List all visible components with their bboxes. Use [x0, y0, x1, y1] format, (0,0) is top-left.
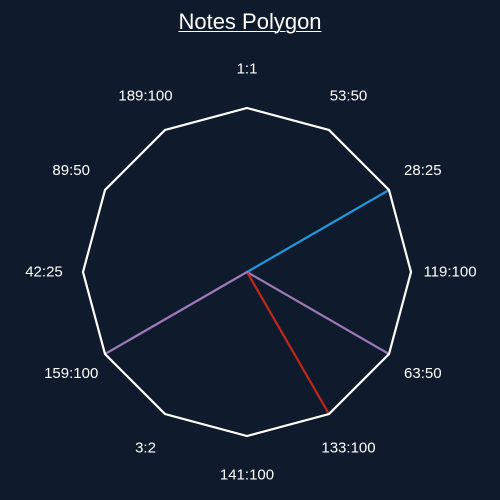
page-title: Notes Polygon	[178, 9, 322, 34]
lines-layer	[103, 188, 391, 416]
line-to-vertex-2	[245, 188, 391, 274]
line-to-vertex-4	[245, 270, 391, 356]
vertex-label: 63:50	[404, 365, 442, 382]
vertex-label: 189:100	[118, 88, 172, 105]
vertex-label: 28:25	[404, 162, 442, 179]
polygon-outline	[81, 106, 413, 438]
vertex-label: 42:25	[25, 264, 63, 281]
labels-layer: 1:1 53:50 28:25 119:100 63:50 133:100 141:100 3…	[25, 61, 476, 484]
vertex-label: 1:1	[237, 61, 258, 78]
line-to-vertex-8	[103, 270, 249, 356]
vertex-label: 119:100	[423, 264, 476, 281]
vertex-label: 53:50	[330, 88, 368, 105]
vertex-label: 141:100	[220, 467, 274, 484]
vertex-label: 89:50	[52, 162, 90, 179]
vertex-label: 133:100	[321, 439, 375, 456]
vertex-label: 3:2	[135, 439, 156, 456]
vertex-label: 159:100	[44, 365, 98, 382]
line-to-vertex-5	[245, 270, 331, 416]
